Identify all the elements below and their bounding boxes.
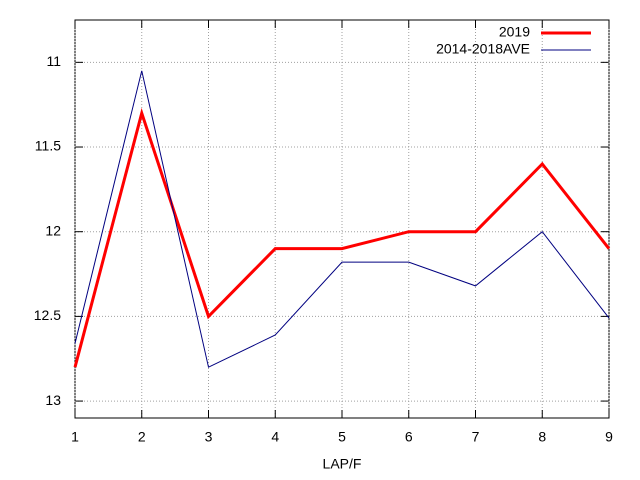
x-axis-label: LAP/F xyxy=(323,456,362,472)
x-tick-label: 8 xyxy=(538,429,546,445)
x-tick-label: 9 xyxy=(605,429,613,445)
y-tick-label: 11 xyxy=(46,53,61,69)
series-line xyxy=(73,107,611,368)
y-tick-label: 11.5 xyxy=(35,138,61,154)
legend-label: 2019 xyxy=(499,24,530,40)
y-tick-label: 12.5 xyxy=(34,307,61,323)
x-tick-label: 6 xyxy=(405,429,413,445)
series-line xyxy=(74,70,610,368)
y-tick-label: 13 xyxy=(45,392,61,408)
x-tick-label: 1 xyxy=(71,429,79,445)
x-tick-label: 7 xyxy=(472,429,480,445)
x-tick-label: 5 xyxy=(338,429,346,445)
x-tick-label: 3 xyxy=(205,429,213,445)
y-tick-label: 12 xyxy=(45,222,61,238)
x-tick-label: 2 xyxy=(138,429,146,445)
legend-label: 2014-2018AVE xyxy=(436,41,530,57)
x-tick-label: 4 xyxy=(271,429,279,445)
